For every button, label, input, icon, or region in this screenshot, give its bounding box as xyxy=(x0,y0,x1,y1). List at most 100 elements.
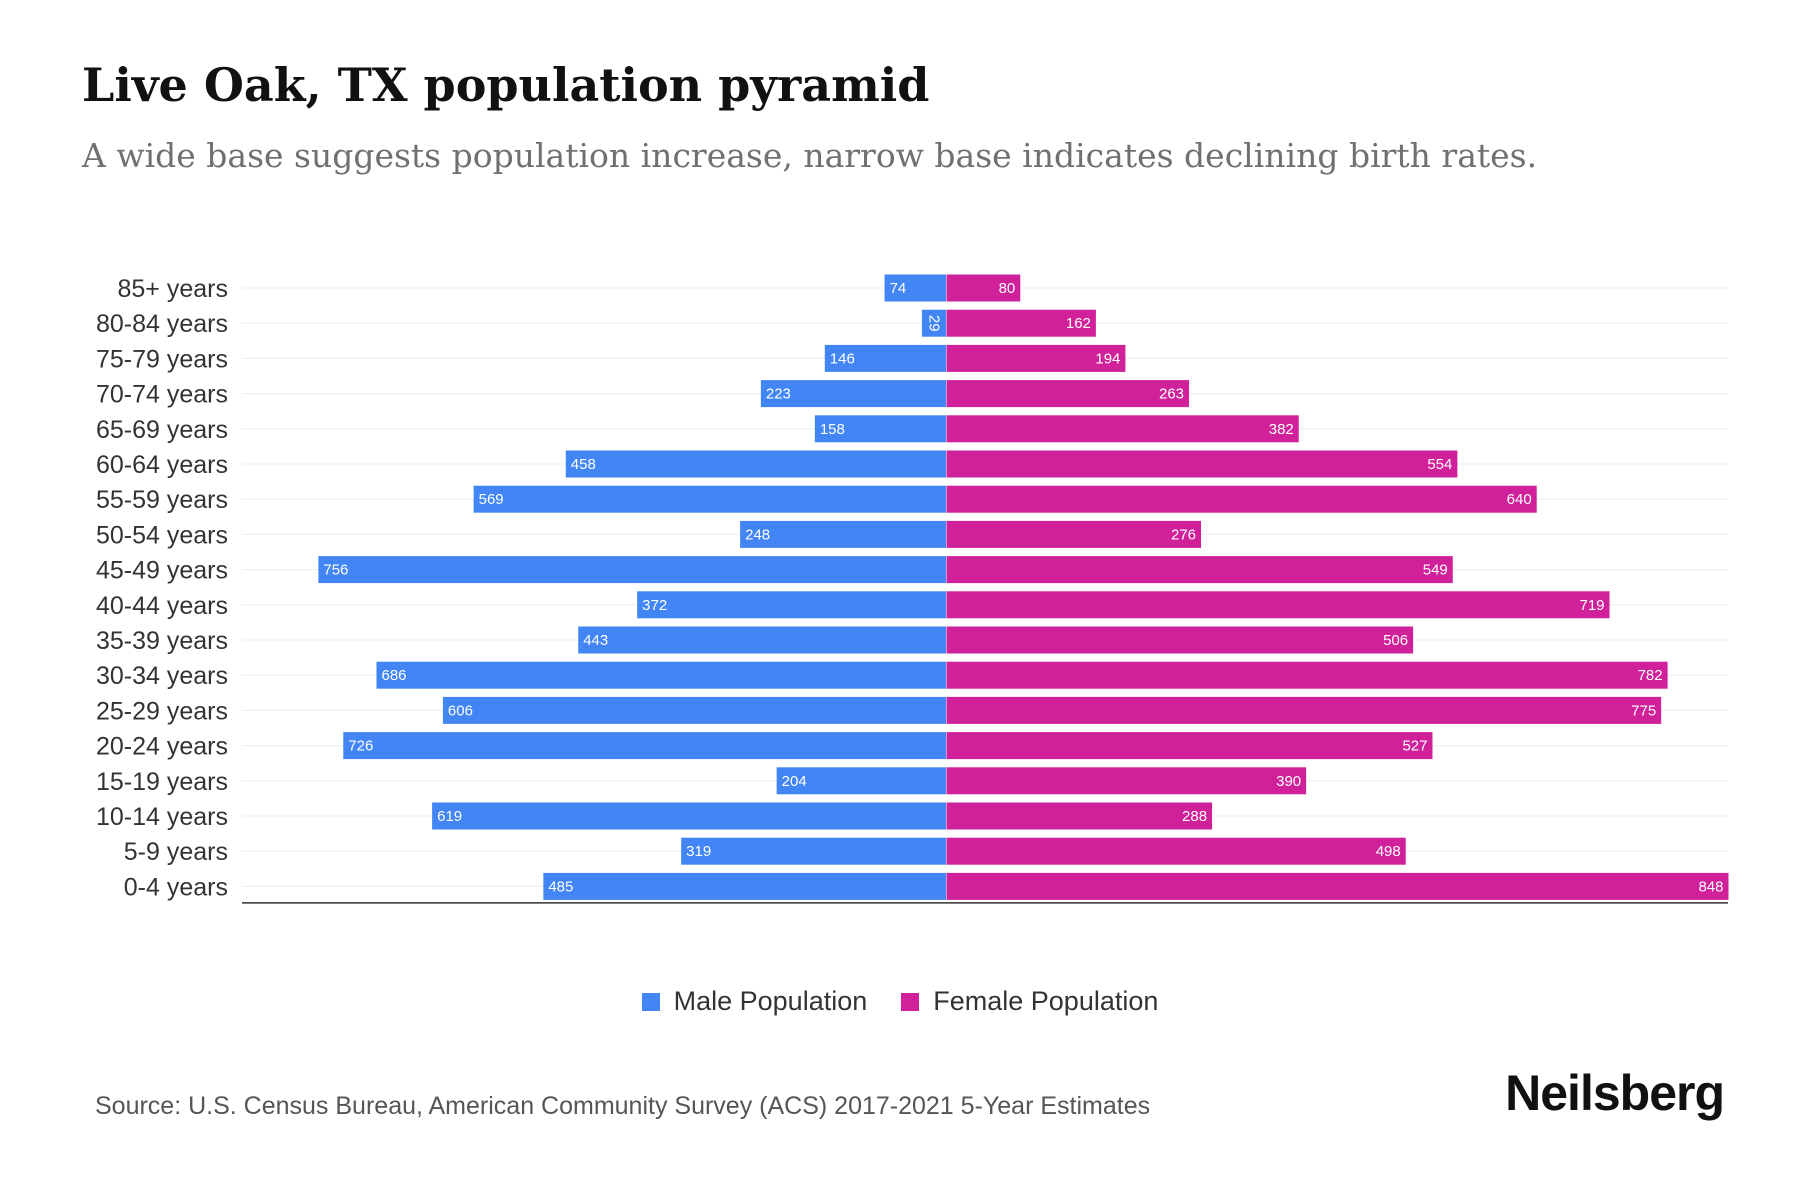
male-data-label: 29 xyxy=(925,315,942,332)
male-bar xyxy=(824,344,946,372)
male-data-label: 204 xyxy=(782,773,807,790)
category-label: 50-54 years xyxy=(96,521,228,549)
female-bar xyxy=(946,450,1458,478)
legend-swatch-male xyxy=(641,992,660,1011)
category-label: 85+ years xyxy=(118,275,229,303)
male-bar xyxy=(637,591,946,619)
male-data-label: 319 xyxy=(686,843,711,860)
male-bar xyxy=(740,520,946,548)
category-label: 10-14 years xyxy=(96,803,228,831)
female-bar xyxy=(946,415,1299,443)
category-label: 20-24 years xyxy=(96,733,228,761)
female-bar xyxy=(946,661,1668,689)
male-data-label: 485 xyxy=(548,878,573,895)
male-data-label: 158 xyxy=(820,421,845,438)
male-bar xyxy=(565,450,946,478)
category-label: 15-19 years xyxy=(96,768,228,796)
male-data-label: 569 xyxy=(479,491,504,508)
male-data-label: 458 xyxy=(571,456,596,473)
female-data-label: 194 xyxy=(1095,350,1120,367)
female-data-label: 390 xyxy=(1276,773,1301,790)
male-data-label: 372 xyxy=(642,597,667,614)
male-bar xyxy=(814,415,946,443)
male-data-label: 248 xyxy=(745,526,770,543)
female-data-label: 775 xyxy=(1631,702,1656,719)
female-bar xyxy=(946,767,1307,795)
category-label: 5-9 years xyxy=(124,838,228,866)
female-bar xyxy=(946,626,1414,654)
male-bar xyxy=(921,309,946,337)
female-data-label: 498 xyxy=(1376,843,1401,860)
legend-swatch-female xyxy=(901,992,920,1011)
female-data-label: 554 xyxy=(1427,456,1452,473)
female-bar xyxy=(946,556,1453,584)
female-bar xyxy=(946,872,1729,900)
male-bar xyxy=(442,696,946,724)
female-bar xyxy=(946,732,1433,760)
male-bar xyxy=(432,802,946,830)
male-bar xyxy=(318,556,947,584)
female-data-label: 276 xyxy=(1171,526,1196,543)
chart-legend: Male Population Female Population xyxy=(0,986,1800,1017)
female-data-label: 640 xyxy=(1507,491,1532,508)
male-bar xyxy=(543,872,946,900)
male-data-label: 726 xyxy=(348,738,373,755)
chart-subtitle: A wide base suggests population increase… xyxy=(82,136,1538,175)
male-data-label: 606 xyxy=(448,702,473,719)
category-label: 70-74 years xyxy=(96,381,228,409)
category-label: 30-34 years xyxy=(96,662,228,690)
male-bar xyxy=(473,485,946,513)
category-label: 45-49 years xyxy=(96,557,228,585)
category-label: 25-29 years xyxy=(96,697,228,725)
male-bar xyxy=(760,380,946,408)
female-data-label: 506 xyxy=(1383,632,1408,649)
female-bar xyxy=(946,274,1021,302)
male-data-label: 619 xyxy=(437,808,462,825)
category-label: 60-64 years xyxy=(96,451,228,479)
female-bar xyxy=(946,309,1096,337)
category-label: 40-44 years xyxy=(96,592,228,620)
category-label: 65-69 years xyxy=(96,416,228,444)
population-pyramid-chart: 85+ years 80-84 years 75-79 years 70-74 yea… xyxy=(96,274,1729,904)
female-data-label: 848 xyxy=(1698,878,1723,895)
female-bar xyxy=(946,696,1662,724)
male-data-label: 686 xyxy=(381,667,406,684)
category-label: 55-59 years xyxy=(96,486,228,514)
female-bar xyxy=(946,591,1610,619)
female-data-label: 382 xyxy=(1269,421,1294,438)
male-data-label: 74 xyxy=(890,280,907,297)
female-data-label: 162 xyxy=(1066,315,1091,332)
source-note: Source: U.S. Census Bureau, American Com… xyxy=(95,1092,1151,1120)
female-data-label: 288 xyxy=(1182,808,1207,825)
female-data-label: 263 xyxy=(1159,386,1184,403)
category-label: 0-4 years xyxy=(124,873,228,901)
male-bar xyxy=(578,626,946,654)
category-label: 80-84 years xyxy=(96,310,228,338)
legend-item-male[interactable]: Male Population xyxy=(641,986,868,1017)
legend-item-female[interactable]: Female Population xyxy=(901,986,1158,1017)
female-data-label: 80 xyxy=(999,280,1016,297)
female-data-label: 782 xyxy=(1638,667,1663,684)
male-data-label: 146 xyxy=(830,350,855,367)
male-data-label: 756 xyxy=(323,562,348,579)
male-bar xyxy=(343,732,946,760)
male-bar xyxy=(376,661,946,689)
female-bar xyxy=(946,485,1537,513)
male-bar xyxy=(681,837,946,865)
category-label: 75-79 years xyxy=(96,345,228,373)
category-label: 35-39 years xyxy=(96,627,228,655)
female-data-label: 719 xyxy=(1580,597,1605,614)
female-bar xyxy=(946,344,1126,372)
brand-logo: Neilsberg xyxy=(1505,1065,1725,1121)
legend-label-female: Female Population xyxy=(933,986,1159,1016)
female-bar xyxy=(946,520,1202,548)
male-bar xyxy=(884,274,946,302)
male-data-label: 223 xyxy=(766,386,791,403)
female-bar xyxy=(946,802,1213,830)
female-bar xyxy=(946,837,1406,865)
male-data-label: 443 xyxy=(583,632,608,649)
legend-label-male: Male Population xyxy=(673,986,868,1016)
female-data-label: 549 xyxy=(1423,562,1448,579)
male-bar xyxy=(776,767,946,795)
female-bar xyxy=(946,380,1190,408)
